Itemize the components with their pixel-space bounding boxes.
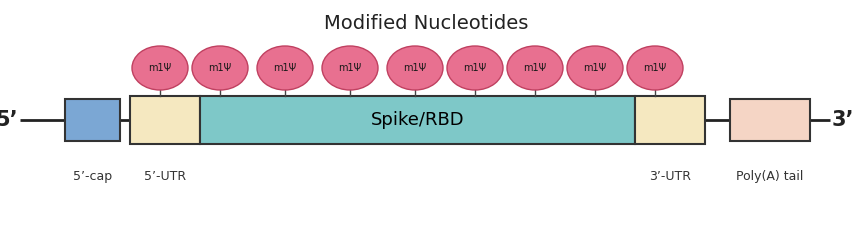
Ellipse shape <box>132 46 188 90</box>
FancyBboxPatch shape <box>130 96 200 144</box>
Text: 5’: 5’ <box>0 110 18 130</box>
Ellipse shape <box>567 46 623 90</box>
Ellipse shape <box>447 46 503 90</box>
FancyBboxPatch shape <box>730 99 810 141</box>
Text: Modified Nucleotides: Modified Nucleotides <box>324 14 528 33</box>
Ellipse shape <box>192 46 248 90</box>
Text: m1Ψ: m1Ψ <box>584 63 607 73</box>
Ellipse shape <box>627 46 683 90</box>
Text: 3’-UTR: 3’-UTR <box>649 170 691 183</box>
FancyBboxPatch shape <box>200 96 635 144</box>
Text: Spike/RBD: Spike/RBD <box>371 111 464 129</box>
Ellipse shape <box>507 46 563 90</box>
Ellipse shape <box>387 46 443 90</box>
Ellipse shape <box>322 46 378 90</box>
Text: 3’: 3’ <box>832 110 852 130</box>
Text: m1Ψ: m1Ψ <box>643 63 666 73</box>
Text: m1Ψ: m1Ψ <box>523 63 547 73</box>
Text: m1Ψ: m1Ψ <box>463 63 486 73</box>
Text: 5’-UTR: 5’-UTR <box>144 170 186 183</box>
FancyBboxPatch shape <box>635 96 705 144</box>
Text: m1Ψ: m1Ψ <box>338 63 361 73</box>
Text: m1Ψ: m1Ψ <box>403 63 427 73</box>
Ellipse shape <box>257 46 313 90</box>
Text: m1Ψ: m1Ψ <box>148 63 171 73</box>
Text: 5’-cap: 5’-cap <box>73 170 112 183</box>
FancyBboxPatch shape <box>65 99 120 141</box>
Text: m1Ψ: m1Ψ <box>273 63 296 73</box>
Text: Poly(A) tail: Poly(A) tail <box>736 170 803 183</box>
Text: m1Ψ: m1Ψ <box>209 63 232 73</box>
